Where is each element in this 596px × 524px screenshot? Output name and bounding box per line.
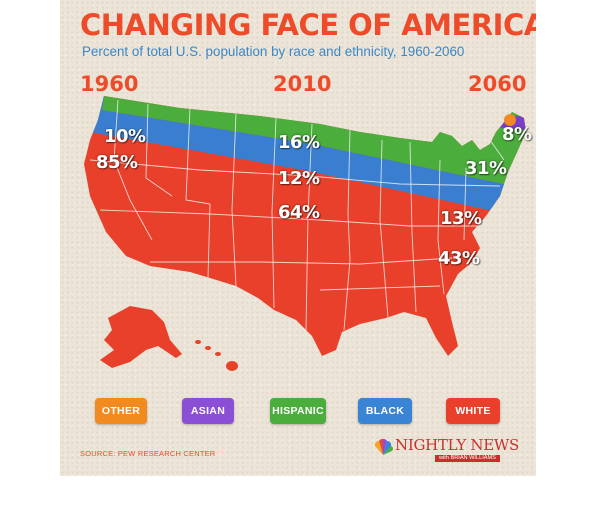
source-note: SOURCE: PEW RESEARCH CENTER (80, 449, 216, 458)
label-black-2010: 12% (278, 168, 320, 189)
legend-item-black: BLACK (358, 398, 412, 424)
label-black-2060: 13% (440, 208, 482, 229)
label-asian-2060: 8% (502, 124, 532, 145)
us-map-chart (84, 96, 526, 371)
legend-item-hispanic: HISPANIC (270, 398, 326, 424)
legend-item-asian: ASIAN (182, 398, 234, 424)
label-black-1960: 10% (104, 126, 146, 147)
alaska-shape (100, 306, 182, 368)
brand-name: NIGHTLY NEWS (395, 436, 519, 454)
page-title: CHANGING FACE OF AMERICA (80, 8, 536, 42)
year-label-1960: 1960 (80, 72, 139, 96)
label-white-1960: 85% (96, 152, 138, 173)
nightly-news-logo: NIGHTLY NEWS with BRIAN WILLIAMS (373, 435, 519, 463)
page-subtitle: Percent of total U.S. population by race… (82, 44, 465, 59)
infographic-poster: CHANGING FACE OF AMERICA Percent of tota… (60, 0, 536, 476)
brand-tagline: with BRIAN WILLIAMS (435, 455, 500, 462)
state-borders (89, 99, 505, 331)
legend-item-other: OTHER (95, 398, 147, 424)
label-white-2010: 64% (278, 202, 320, 223)
year-label-2010: 2010 (273, 72, 332, 96)
other-marker (504, 114, 516, 126)
peacock-icon (374, 438, 393, 455)
legend-item-white: WHITE (446, 398, 500, 424)
hawaii-shape (195, 340, 238, 371)
label-hispanic-2010: 16% (278, 132, 320, 153)
label-white-2060: 43% (438, 248, 480, 269)
year-label-2060: 2060 (468, 72, 527, 96)
label-hispanic-2060: 31% (465, 158, 507, 179)
